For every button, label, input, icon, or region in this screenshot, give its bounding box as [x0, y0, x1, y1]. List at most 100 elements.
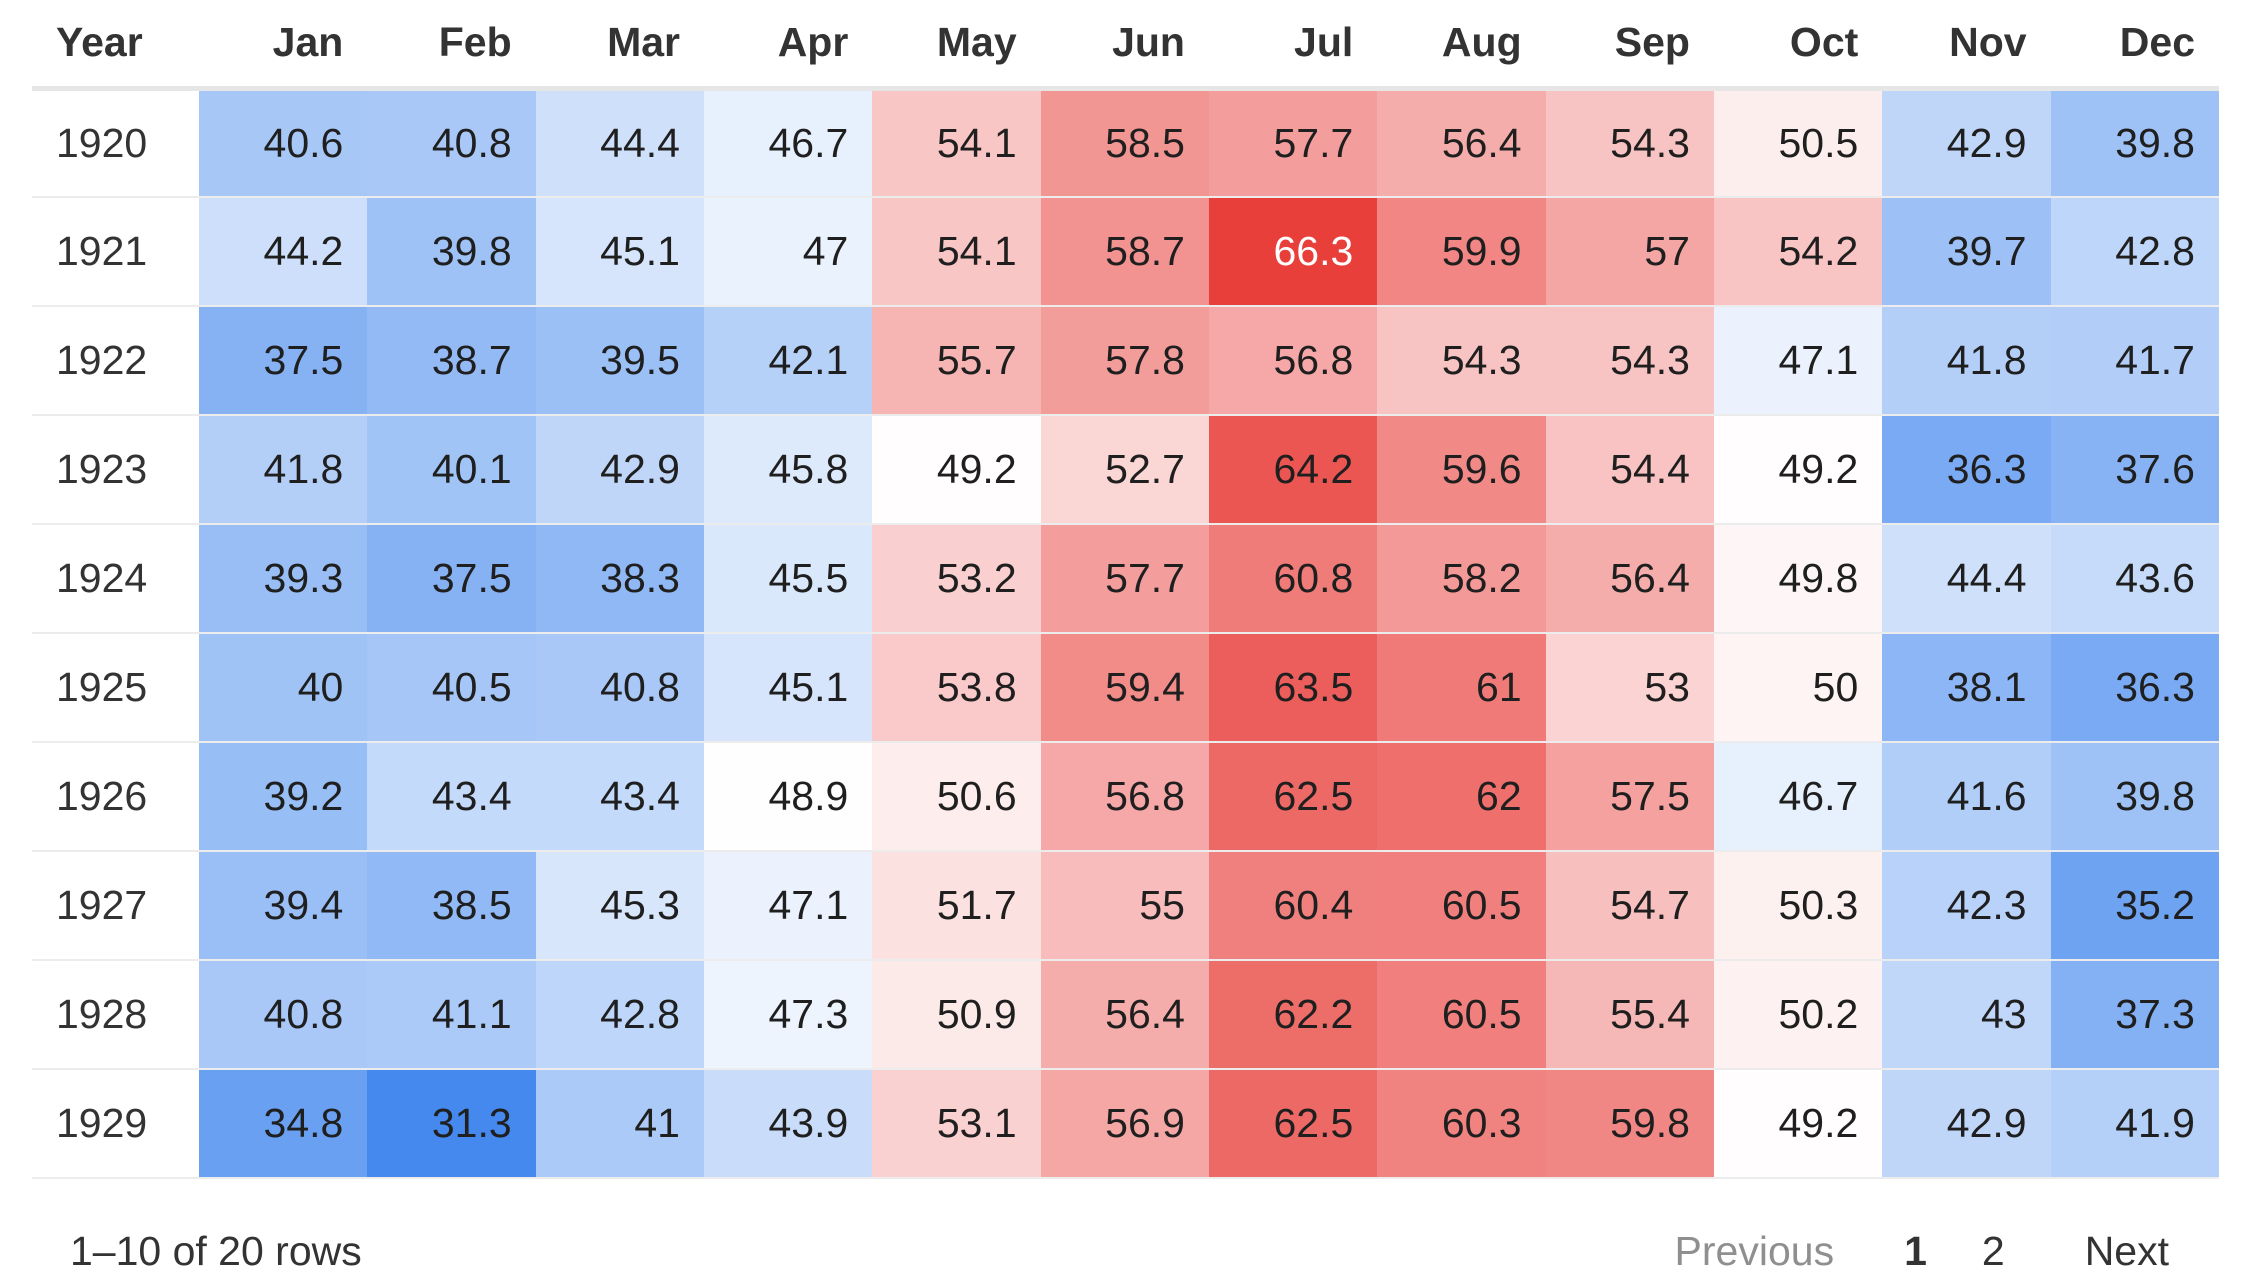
temperature-cell: 55.7 [872, 306, 1041, 416]
temperature-cell: 41.7 [2050, 306, 2219, 416]
row-count-info: 1–10 of 20 rows [70, 1228, 362, 1274]
temperature-cell: 42.1 [703, 306, 873, 416]
year-cell: 1927 [32, 851, 199, 961]
temperature-cell: 45.5 [703, 524, 873, 634]
temperature-cell: 37.3 [2050, 960, 2219, 1070]
temperature-cell: 42.8 [535, 960, 704, 1070]
temperature-cell: 56.9 [1040, 1069, 1209, 1179]
temperature-cell: 38.7 [367, 306, 536, 416]
table-row: 1921 44.2 39.8 45.1 47 54.1 58.7 66.3 59.9 57 54.2… [32, 197, 2219, 307]
temperature-cell: 58.2 [1377, 524, 1546, 634]
column-header-sep[interactable]: Sep [1545, 0, 1714, 91]
temperature-cell: 60.3 [1377, 1069, 1546, 1179]
temperature-cell: 44.4 [1882, 524, 2051, 634]
temperature-cell: 53 [1545, 633, 1714, 743]
year-cell: 1920 [32, 88, 199, 198]
temperature-cell: 52.7 [1040, 415, 1209, 525]
temperature-cell: 43.9 [703, 1069, 873, 1179]
temperature-cell: 41 [535, 1069, 704, 1179]
temperature-cell: 54.7 [1545, 851, 1714, 961]
temperature-cell: 34.8 [199, 1069, 368, 1179]
temperature-cell: 49.8 [1713, 524, 1883, 634]
column-header-mar[interactable]: Mar [535, 0, 704, 91]
year-cell: 1924 [32, 524, 199, 634]
table-row: 1923 41.8 40.1 42.9 45.8 49.2 52.7 64.2 59.6 54.4… [32, 415, 2219, 525]
temperature-cell: 43.6 [2050, 524, 2219, 634]
temperature-cell: 60.5 [1377, 851, 1546, 961]
page-1-button[interactable]: 1 [1904, 1228, 1927, 1274]
year-cell: 1921 [32, 197, 199, 307]
temperature-cell: 59.6 [1377, 415, 1546, 525]
column-header-year[interactable]: Year [32, 0, 199, 91]
temperature-cell: 66.3 [1208, 197, 1378, 307]
temperature-cell: 39.7 [1882, 197, 2051, 307]
temperature-cell: 40.8 [199, 960, 368, 1070]
temperature-cell: 60.4 [1208, 851, 1378, 961]
column-header-aug[interactable]: Aug [1377, 0, 1546, 91]
temperature-cell: 40 [199, 633, 368, 743]
temperature-cell: 62 [1377, 742, 1546, 852]
temperature-cell: 56.4 [1040, 960, 1209, 1070]
temperature-cell: 50.5 [1713, 88, 1883, 198]
temperature-cell: 57 [1545, 197, 1714, 307]
column-header-nov[interactable]: Nov [1882, 0, 2051, 91]
column-header-may[interactable]: May [872, 0, 1041, 91]
temperature-cell: 54.2 [1713, 197, 1883, 307]
page-2-button[interactable]: 2 [1981, 1228, 2005, 1274]
temperature-cell: 47 [703, 197, 873, 307]
temperature-cell: 43.4 [535, 742, 704, 852]
temperature-cell: 56.4 [1545, 524, 1714, 634]
table-row: 1927 39.4 38.5 45.3 47.1 51.7 55 60.4 60.5 54.7 50… [32, 851, 2219, 961]
temperature-cell: 54.3 [1545, 88, 1714, 198]
temperature-cell: 58.7 [1040, 197, 1209, 307]
temperature-cell: 56.8 [1040, 742, 1209, 852]
temperature-cell: 59.4 [1040, 633, 1209, 743]
year-cell: 1925 [32, 633, 199, 743]
temperature-cell: 49.2 [872, 415, 1041, 525]
temperature-cell: 49.2 [1713, 1069, 1883, 1179]
temperature-cell: 41.6 [1882, 742, 2051, 852]
temperature-cell: 46.7 [703, 88, 873, 198]
temperature-cell: 50.3 [1713, 851, 1883, 961]
temperature-cell: 39.8 [2050, 742, 2219, 852]
column-header-apr[interactable]: Apr [703, 0, 873, 91]
temperature-cell: 55.4 [1545, 960, 1714, 1070]
temperature-cell: 39.3 [199, 524, 368, 634]
temperature-cell: 53.1 [872, 1069, 1041, 1179]
temperature-cell: 40.8 [535, 633, 704, 743]
temperature-cell: 45.8 [703, 415, 873, 525]
temperature-cell: 63.5 [1208, 633, 1378, 743]
column-header-feb[interactable]: Feb [367, 0, 536, 91]
table-header-row: Year Jan Feb Mar Apr May Jun Jul Aug Sep Oct Nov De… [32, 0, 2219, 91]
temperature-cell: 54.4 [1545, 415, 1714, 525]
temperature-cell: 43.4 [367, 742, 536, 852]
column-header-jan[interactable]: Jan [199, 0, 368, 91]
temperature-cell: 38.1 [1882, 633, 2051, 743]
temperature-cell: 62.5 [1208, 742, 1378, 852]
table-row: 1922 37.5 38.7 39.5 42.1 55.7 57.8 56.8 54.3 54.3… [32, 306, 2219, 416]
temperature-cell: 41.1 [367, 960, 536, 1070]
next-page-button[interactable]: Next [2084, 1228, 2169, 1274]
year-cell: 1929 [32, 1069, 199, 1179]
temperature-cell: 37.6 [2050, 415, 2219, 525]
column-header-oct[interactable]: Oct [1713, 0, 1883, 91]
table-row: 1924 39.3 37.5 38.3 45.5 53.2 57.7 60.8 58.2 56.4… [32, 524, 2219, 634]
temperature-cell: 37.5 [199, 306, 368, 416]
temperature-cell: 39.2 [199, 742, 368, 852]
temperature-cell: 38.3 [535, 524, 704, 634]
temperature-cell: 50.6 [872, 742, 1041, 852]
column-header-jun[interactable]: Jun [1040, 0, 1209, 91]
table-row: 1925 40 40.5 40.8 45.1 53.8 59.4 63.5 61 53 50 38.1… [32, 633, 2219, 743]
temperature-cell: 54.1 [872, 88, 1041, 198]
table-row: 1920 40.6 40.8 44.4 46.7 54.1 58.5 57.7 56.4 54.3… [32, 88, 2219, 198]
temperature-cell: 47.1 [703, 851, 873, 961]
previous-page-button[interactable]: Previous [1674, 1228, 1835, 1274]
temperature-cell: 45.1 [535, 197, 704, 307]
temperature-cell: 50.2 [1713, 960, 1883, 1070]
temperature-cell: 57.5 [1545, 742, 1714, 852]
column-header-jul[interactable]: Jul [1208, 0, 1378, 91]
column-header-dec[interactable]: Dec [2050, 0, 2219, 91]
